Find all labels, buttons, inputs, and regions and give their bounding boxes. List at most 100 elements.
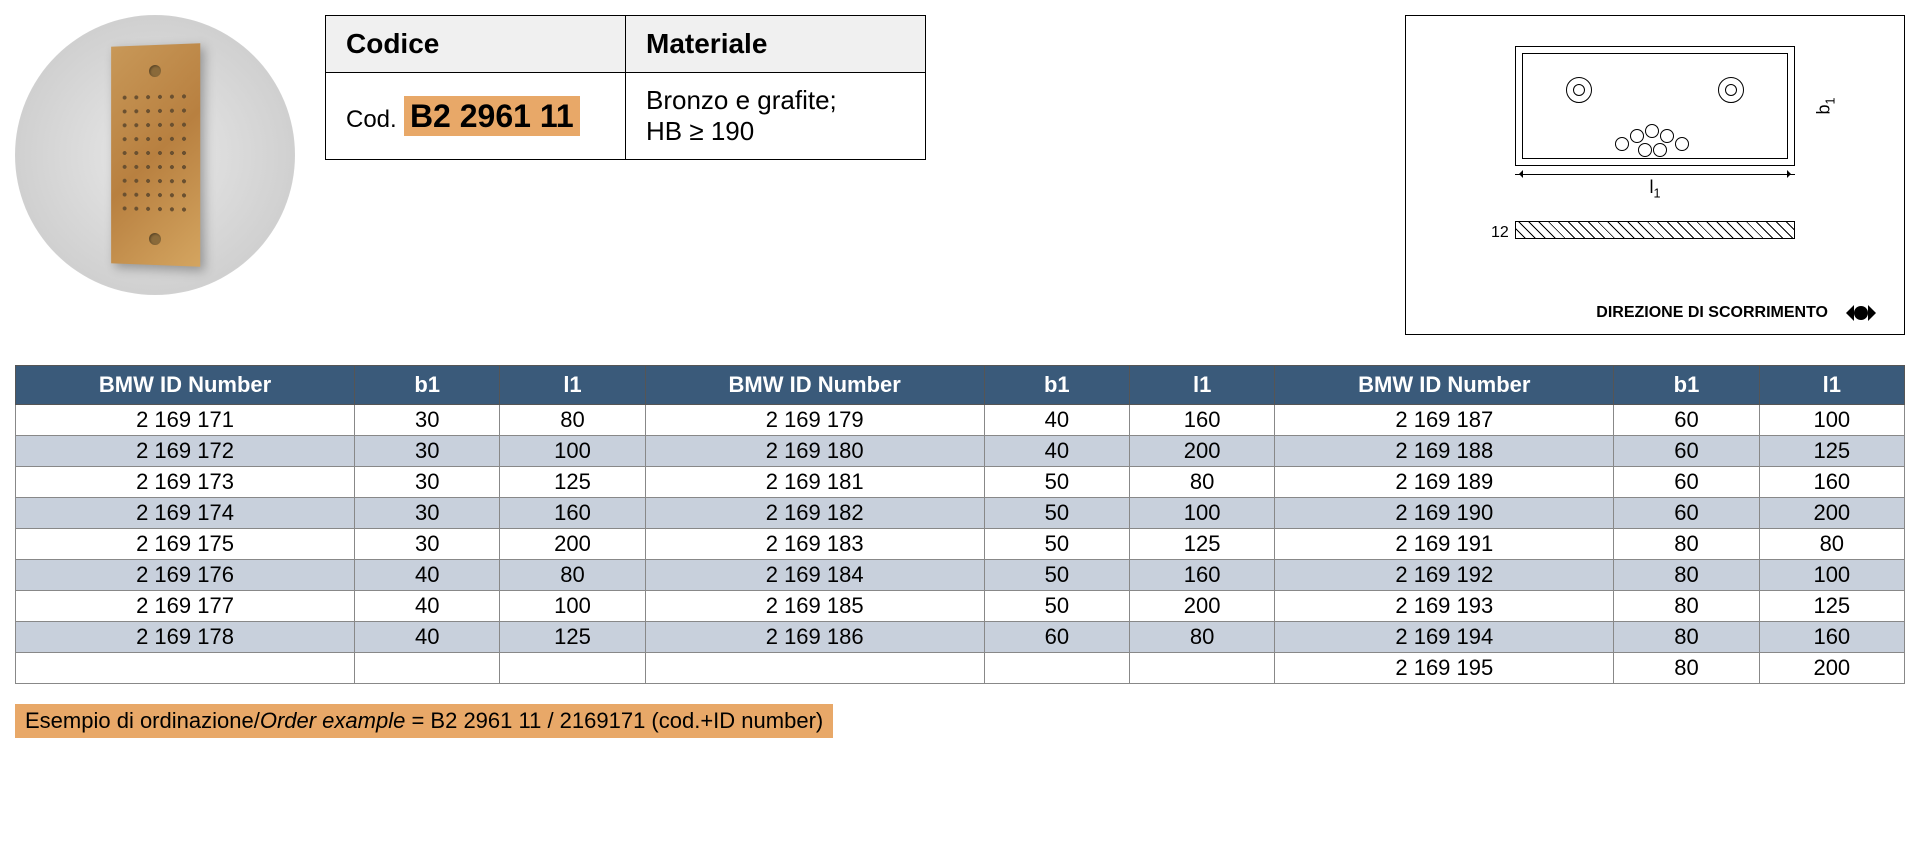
col-id-2: BMW ID Number [645, 366, 984, 405]
col-b1-2: b1 [984, 366, 1129, 405]
col-id-3: BMW ID Number [1275, 366, 1614, 405]
cell-b1: 40 [355, 591, 500, 622]
dimension-thickness: 12 [1491, 224, 1509, 242]
cell-l1: 160 [1759, 467, 1904, 498]
table-header-row: BMW ID Number b1 l1 BMW ID Number b1 l1 … [16, 366, 1905, 405]
cell-id: 2 169 178 [16, 622, 355, 653]
cell-id: 2 169 195 [1275, 653, 1614, 684]
cell-id: 2 169 188 [1275, 436, 1614, 467]
cod-prefix: Cod. [346, 106, 397, 133]
cell-id: 2 169 184 [645, 560, 984, 591]
cell-l1: 80 [1129, 467, 1274, 498]
top-section: Codice Materiale Cod. B2 2961 11 Bronzo … [15, 15, 1905, 335]
table-row: 2 169 17640802 169 184501602 169 1928010… [16, 560, 1905, 591]
cell-b1: 60 [1614, 405, 1759, 436]
cell-l1 [500, 653, 645, 684]
order-value: = B2 2961 11 / 2169171 (cod.+ID number) [405, 708, 823, 733]
cell-l1: 100 [1129, 498, 1274, 529]
cell-b1: 80 [1614, 591, 1759, 622]
cell-l1: 125 [1129, 529, 1274, 560]
cod-value: B2 2961 11 [404, 96, 580, 136]
cell-id [16, 653, 355, 684]
cell-id [645, 653, 984, 684]
direction-label: DIREZIONE DI SCORRIMENTO [1596, 304, 1884, 322]
materiale-header: Materiale [626, 16, 926, 73]
cell-l1: 125 [500, 467, 645, 498]
table-row: 2 169 172301002 169 180402002 169 188601… [16, 436, 1905, 467]
cell-id: 2 169 190 [1275, 498, 1614, 529]
col-b1-3: b1 [1614, 366, 1759, 405]
cell-b1: 30 [355, 405, 500, 436]
cell-b1: 30 [355, 529, 500, 560]
cell-id: 2 169 183 [645, 529, 984, 560]
cell-id: 2 169 191 [1275, 529, 1614, 560]
cell-id: 2 169 193 [1275, 591, 1614, 622]
table-row: 2 169 173301252 169 18150802 169 1896016… [16, 467, 1905, 498]
materiale-line2: HB ≥ 190 [646, 116, 754, 146]
bronze-plate-illustration [111, 43, 200, 266]
cell-b1 [984, 653, 1129, 684]
cell-l1: 200 [500, 529, 645, 560]
cell-l1: 125 [500, 622, 645, 653]
cell-l1: 200 [1129, 436, 1274, 467]
data-table: BMW ID Number b1 l1 BMW ID Number b1 l1 … [15, 365, 1905, 684]
cell-id: 2 169 179 [645, 405, 984, 436]
cell-l1: 80 [1129, 622, 1274, 653]
cell-b1: 50 [984, 560, 1129, 591]
cell-id: 2 169 173 [16, 467, 355, 498]
cell-l1: 125 [1759, 436, 1904, 467]
cell-b1: 50 [984, 529, 1129, 560]
col-b1-1: b1 [355, 366, 500, 405]
cell-b1: 40 [984, 436, 1129, 467]
dimension-l1-wrap: l1 [1515, 174, 1795, 201]
cell-b1: 80 [1614, 529, 1759, 560]
cell-l1: 100 [1759, 405, 1904, 436]
col-l1-1: l1 [500, 366, 645, 405]
cell-l1: 80 [500, 405, 645, 436]
hole-icon [1718, 77, 1744, 103]
codice-value-cell: Cod. B2 2961 11 [326, 73, 626, 160]
cell-b1: 30 [355, 498, 500, 529]
cell-id: 2 169 181 [645, 467, 984, 498]
cell-id: 2 169 194 [1275, 622, 1614, 653]
cell-id: 2 169 180 [645, 436, 984, 467]
dimension-b1: b1 [1814, 97, 1838, 114]
cell-l1 [1129, 653, 1274, 684]
cell-b1: 80 [1614, 560, 1759, 591]
cell-b1: 30 [355, 436, 500, 467]
cell-id: 2 169 185 [645, 591, 984, 622]
cell-id: 2 169 176 [16, 560, 355, 591]
cell-id: 2 169 192 [1275, 560, 1614, 591]
table-row: 2 169 178401252 169 18660802 169 1948016… [16, 622, 1905, 653]
cell-b1: 50 [984, 467, 1129, 498]
cell-b1 [355, 653, 500, 684]
col-id-1: BMW ID Number [16, 366, 355, 405]
cell-id: 2 169 187 [1275, 405, 1614, 436]
cell-id: 2 169 189 [1275, 467, 1614, 498]
cell-l1: 160 [500, 498, 645, 529]
cell-b1: 30 [355, 467, 500, 498]
double-arrow-icon [1838, 305, 1884, 321]
cell-b1: 60 [1614, 498, 1759, 529]
cell-l1: 160 [1129, 560, 1274, 591]
cell-id: 2 169 186 [645, 622, 984, 653]
cell-l1: 160 [1129, 405, 1274, 436]
cell-id: 2 169 174 [16, 498, 355, 529]
cell-id: 2 169 172 [16, 436, 355, 467]
cell-l1: 200 [1129, 591, 1274, 622]
cell-l1: 200 [1759, 653, 1904, 684]
technical-diagram: b1 l1 12 DIREZIONE DI SCORRIMENTO [1405, 15, 1905, 335]
cell-id: 2 169 175 [16, 529, 355, 560]
cell-b1: 40 [984, 405, 1129, 436]
cell-b1: 80 [1614, 622, 1759, 653]
table-row: 2 169 175302002 169 183501252 169 191808… [16, 529, 1905, 560]
product-image [15, 15, 295, 295]
cell-b1: 60 [984, 622, 1129, 653]
cell-l1: 100 [500, 436, 645, 467]
dimension-l1: l1 [1515, 177, 1795, 201]
cell-b1: 80 [1614, 653, 1759, 684]
cell-l1: 160 [1759, 622, 1904, 653]
cell-b1: 40 [355, 560, 500, 591]
cell-b1: 50 [984, 498, 1129, 529]
cell-l1: 200 [1759, 498, 1904, 529]
